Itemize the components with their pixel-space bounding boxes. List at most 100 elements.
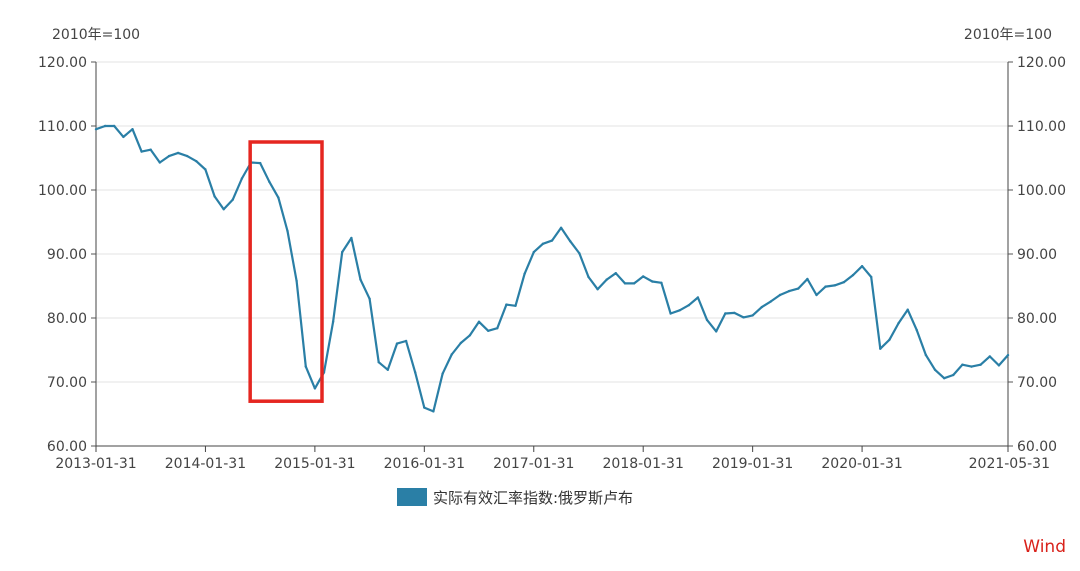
data-point [423,406,426,409]
data-point [924,353,928,357]
y-tick-label-left: 100.00 [38,183,87,199]
data-point [432,410,435,413]
y-tick-label-left: 70.00 [47,375,87,391]
data-point [705,318,709,322]
data-point [450,353,453,356]
data-point [669,312,672,315]
data-point [140,150,143,153]
data-point [386,368,389,371]
data-point [715,330,718,333]
data-point [113,124,116,128]
data-point [313,387,317,390]
data-point [222,208,225,211]
data-point [687,304,690,307]
x-tick-label: 2014-01-31 [165,456,246,472]
data-point [897,321,900,325]
y-unit-label-left: 2010年=100 [52,27,140,43]
data-point [778,293,782,297]
data-point [760,305,763,309]
data-point [906,308,909,311]
data-point [915,329,918,332]
data-point [742,316,745,319]
data-point [733,311,736,315]
data-point [149,148,152,151]
data-point [888,338,891,341]
x-tick-label: 2013-01-31 [55,456,136,472]
data-point [277,196,280,199]
y-tick-label-right: 80.00 [1017,311,1057,327]
data-point [559,226,563,229]
data-point [368,297,371,300]
data-point [167,154,171,158]
data-point [605,278,608,281]
data-point [286,229,289,233]
y-ticks-right: 120.00 110.00 100.00 90.00 80.00 70.00 60.00 [1008,55,1066,455]
data-point [268,180,271,183]
data-point [550,239,554,242]
wind-watermark: Wind [1023,537,1066,557]
data-point [933,368,937,371]
data-point [341,250,344,254]
data-point [231,198,234,201]
data-point [487,329,490,332]
data-point [860,265,864,268]
legend[interactable]: 实际有效汇率指数:俄罗斯卢布 [397,488,633,507]
y-unit-label-right: 2010年=100 [964,27,1052,43]
y-tick-label-left: 110.00 [38,119,87,135]
y-tick-label-right: 60.00 [1017,439,1057,455]
data-point [350,236,353,240]
series-group [94,124,1010,413]
y-tick-label-left: 120.00 [38,55,87,71]
series-line [95,124,1009,413]
legend-swatch [397,488,427,506]
data-point [596,288,599,291]
data-point [186,154,189,158]
data-point [240,177,244,180]
data-point [787,289,791,293]
data-point [204,168,207,171]
data-point [331,320,335,323]
data-point [414,371,417,374]
data-point [642,275,645,278]
data-point [632,282,636,285]
data-point [988,355,991,358]
y-tick-label-left: 80.00 [47,311,87,327]
data-point [176,151,180,155]
x-tick-label: 2016-01-31 [384,456,465,472]
data-point [651,280,654,283]
y-tick-label-right: 70.00 [1017,375,1057,391]
data-point [377,361,380,364]
data-point [532,250,535,254]
y-tick-label-right: 100.00 [1017,183,1066,199]
data-point [404,339,408,343]
data-point [395,342,399,345]
data-point [587,275,590,279]
y-tick-label-right: 120.00 [1017,55,1066,71]
y-tick-label-left: 90.00 [47,247,87,263]
y-tick-label-right: 110.00 [1017,119,1066,135]
data-point [304,365,307,368]
y-tick-label-right: 90.00 [1017,247,1057,263]
highlight-box [248,140,324,403]
data-point [696,296,700,299]
data-point [295,279,298,283]
data-point [459,341,462,345]
data-point [359,278,362,281]
data-point [851,273,855,277]
x-tick-label: 2018-01-31 [603,456,684,472]
data-point [724,312,727,315]
data-point [569,240,572,243]
data-point [514,304,517,307]
data-point [842,281,845,284]
data-point [806,277,809,281]
data-point [468,334,472,337]
data-point [797,287,800,290]
data-point [496,327,499,330]
data-point [660,281,663,284]
y-tick-label-left: 60.00 [47,439,87,455]
x-ticks: 2013-01-31 2014-01-31 2015-01-31 2016-01-31… [55,446,1050,472]
grid [96,61,1008,383]
data-point [833,284,836,287]
data-point [1006,353,1010,357]
